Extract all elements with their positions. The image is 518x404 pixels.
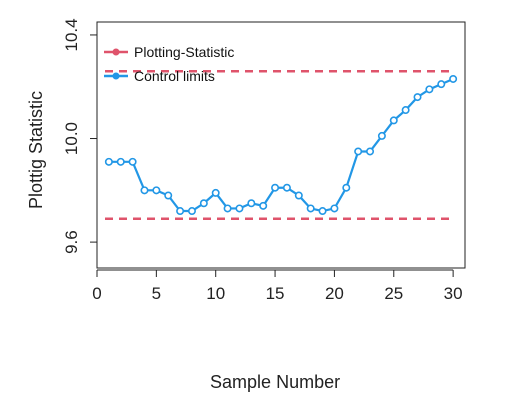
data-point: [140, 186, 149, 195]
data-point: [259, 201, 268, 210]
data-point: [294, 191, 303, 200]
x-axis-title: Sample Number: [210, 372, 340, 392]
data-point: [187, 207, 196, 216]
legend-marker-control-limits: [112, 72, 120, 80]
legend-entry-control-limits: Control limits: [104, 68, 215, 84]
x-axis: 0 5 10 15 20 25 30: [92, 269, 463, 303]
y-tick-label: 10.0: [62, 122, 81, 155]
data-point: [164, 191, 173, 200]
data-point: [377, 131, 386, 140]
data-point: [354, 147, 363, 156]
data-point: [401, 106, 410, 115]
y-axis: 9.6 10.0 10.4: [62, 18, 98, 254]
data-point: [211, 188, 220, 197]
x-tick-label: 30: [444, 284, 463, 303]
data-point: [437, 80, 446, 89]
data-point: [176, 207, 185, 216]
data-point: [449, 74, 458, 83]
data-point: [223, 204, 232, 213]
x-tick-label: 0: [92, 284, 101, 303]
x-tick-label: 5: [152, 284, 161, 303]
x-tick-label: 25: [384, 284, 403, 303]
x-tick-label: 10: [206, 284, 225, 303]
data-point: [247, 199, 256, 208]
control-limit-lines: [105, 69, 455, 221]
data-point: [116, 157, 125, 166]
data-point: [282, 183, 291, 192]
legend-label-plotting-statistic: Plotting-Statistic: [134, 44, 234, 60]
data-point: [413, 93, 422, 102]
legend-entry-plotting-statistic: Plotting-Statistic: [104, 44, 234, 60]
data-point: [104, 157, 113, 166]
legend-marker-plotting-statistic: [112, 48, 120, 56]
data-point: [306, 204, 315, 213]
legend: Plotting-Statistic Control limits: [104, 44, 234, 84]
x-tick-label: 20: [325, 284, 344, 303]
data-point: [389, 116, 398, 125]
series-line: [108, 77, 454, 213]
data-point: [128, 157, 137, 166]
plot-series: [104, 74, 458, 216]
y-axis-title: Plottig Statistic: [26, 91, 46, 209]
data-point: [318, 207, 327, 216]
legend-label-control-limits: Control limits: [134, 68, 215, 84]
data-point: [271, 183, 280, 192]
data-point: [366, 147, 375, 156]
data-point: [152, 186, 161, 195]
data-point: [235, 204, 244, 213]
x-tick-label: 15: [266, 284, 285, 303]
y-tick-label: 10.4: [62, 18, 81, 51]
data-point: [330, 204, 339, 213]
data-point: [425, 85, 434, 94]
y-tick-label: 9.6: [62, 230, 81, 254]
data-point: [199, 199, 208, 208]
data-point: [342, 183, 351, 192]
